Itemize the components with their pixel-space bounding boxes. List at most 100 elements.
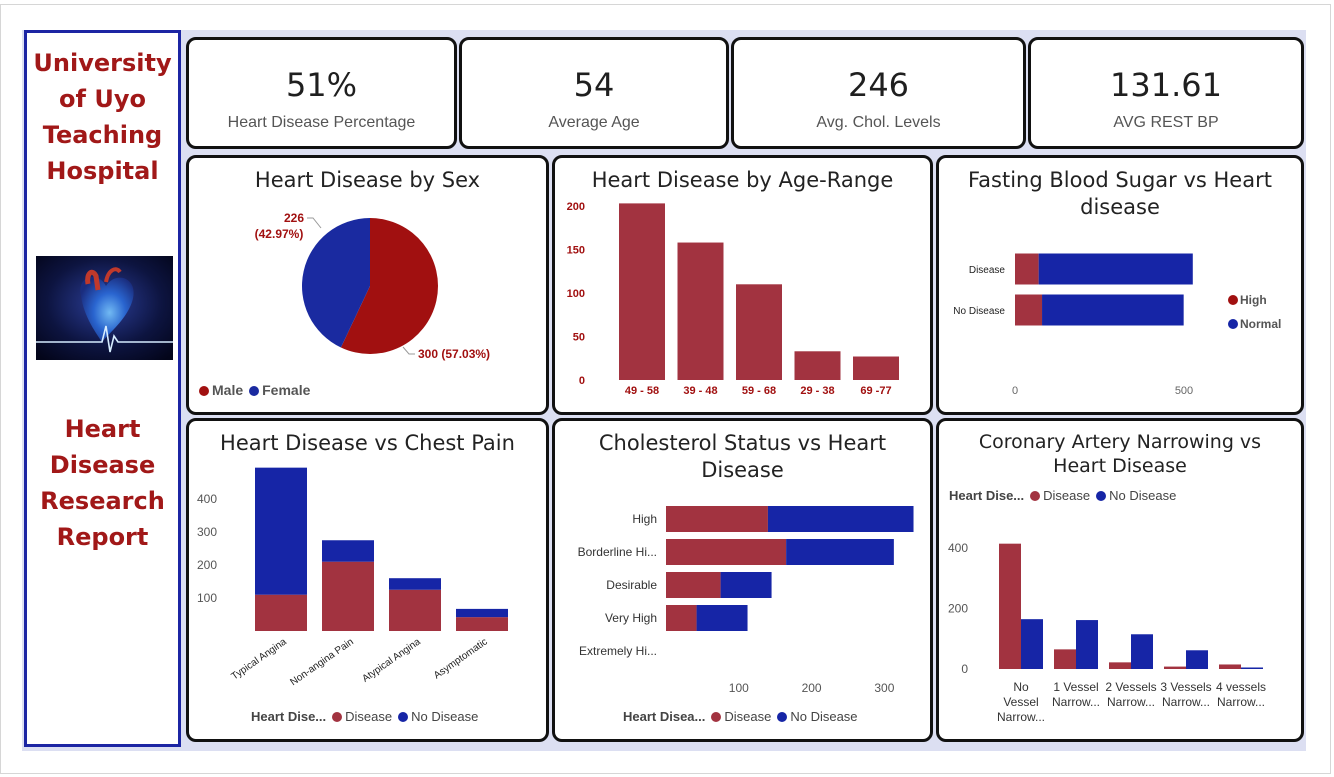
report-title-line: Research xyxy=(40,487,165,515)
bar xyxy=(794,351,841,380)
y-tick-label: 0 xyxy=(961,662,968,676)
kpi-card-heart-disease-pct: 51% Heart Disease Percentage xyxy=(186,37,457,149)
legend-label: No Disease xyxy=(790,709,858,724)
bar-segment xyxy=(696,605,748,631)
bar xyxy=(1131,634,1153,669)
hospital-title-line: Teaching xyxy=(42,121,163,149)
legend-label: Normal xyxy=(1240,317,1281,331)
bar-segment xyxy=(456,617,508,631)
legend-dot-no-disease xyxy=(1096,491,1107,501)
hbar-chart: Disease No Disease 0 500 High Normal xyxy=(953,253,1281,397)
legend-label: High xyxy=(1240,293,1267,307)
bar-segment xyxy=(1015,294,1043,326)
y-tick-label: Borderline Hi... xyxy=(578,545,657,559)
y-tick-label: 0 xyxy=(579,375,585,387)
legend-title: Heart Dise... xyxy=(251,709,327,724)
bar-segment xyxy=(666,572,721,598)
kpi-value: 131.61 xyxy=(1110,66,1222,104)
legend-dot-disease xyxy=(1030,491,1041,501)
bar xyxy=(999,543,1021,669)
report-title: Heart Disease Research Report xyxy=(27,411,178,555)
legend-dot-female xyxy=(249,386,260,396)
x-tick-label: 2 Vessels xyxy=(1105,680,1156,694)
kpi-card-avg-chol: 246 Avg. Chol. Levels xyxy=(731,37,1026,149)
report-title-line: Disease xyxy=(49,451,156,479)
y-tick-label: 100 xyxy=(567,288,585,300)
x-tick-label: 200 xyxy=(802,681,822,695)
x-tick-label: 49 - 58 xyxy=(625,385,659,397)
bar-segment xyxy=(720,572,772,598)
y-tick-label: Desirable xyxy=(606,578,657,592)
y-tick-label: Extremely Hi... xyxy=(579,644,657,658)
kpi-value: 51% xyxy=(285,66,358,104)
legend-dot-no-disease xyxy=(777,712,788,722)
bar-segment xyxy=(389,578,441,590)
report-title-line: Report xyxy=(56,523,149,551)
x-tick-label: Narrow... xyxy=(1162,695,1210,709)
y-tick-label: High xyxy=(632,512,657,526)
kpi-value: 246 xyxy=(847,66,910,104)
bar xyxy=(619,203,665,380)
chart-title: Fasting Blood Sugar vs Heart disease xyxy=(968,168,1272,219)
kpi-label: AVG REST BP xyxy=(1113,114,1219,131)
y-tick-label: 100 xyxy=(197,591,217,605)
bar xyxy=(1021,619,1043,669)
kpi-card-average-age: 54 Average Age xyxy=(459,37,729,149)
bar-segment xyxy=(1042,294,1184,326)
legend-label: No Disease xyxy=(411,709,479,724)
legend-label: Disease xyxy=(345,709,393,724)
x-tick-label: No xyxy=(1013,680,1029,694)
bar xyxy=(853,356,899,380)
x-tick-label: 300 xyxy=(874,681,894,695)
hospital-title-line: Hospital xyxy=(46,157,159,185)
report-title-line: Heart xyxy=(64,415,141,443)
legend-dot-disease xyxy=(711,712,722,722)
x-tick-label: 1 Vessel xyxy=(1053,680,1098,694)
bar-segment xyxy=(255,594,307,631)
chart-legend: Heart Dise... Disease No Disease xyxy=(251,709,478,724)
y-tick-label: 200 xyxy=(197,558,217,572)
hospital-title-line: of Uyo xyxy=(59,85,146,113)
hospital-title: University of Uyo Teaching Hospital xyxy=(27,45,178,189)
chart-legend: Heart Dise... Disease No Disease xyxy=(949,488,1176,503)
x-tick-label: Typical Angina xyxy=(230,636,289,682)
bar xyxy=(1241,667,1263,669)
kpi-value: 54 xyxy=(573,66,615,104)
bar-segment xyxy=(666,539,787,565)
x-tick-label: 59 - 68 xyxy=(742,385,776,397)
legend-label: Female xyxy=(262,382,311,398)
hospital-title-line: University xyxy=(33,49,172,77)
bar-segment xyxy=(322,561,374,631)
bar-chart: 0 50 100 150 200 49 - 58 39 - 48 59 - 68 29 - 38… xyxy=(567,201,899,397)
chart-title: Heart Disease vs Chest Pain xyxy=(220,431,515,455)
chart-card-age-range: Heart Disease by Age-Range 0 50 100 150 200 4… xyxy=(552,155,933,415)
bar-segment xyxy=(255,467,307,595)
legend-label: No Disease xyxy=(1109,488,1177,503)
leader-line xyxy=(307,217,322,229)
x-tick-label: Vessel xyxy=(1003,695,1038,709)
bar xyxy=(1164,666,1186,669)
bar xyxy=(1219,664,1241,669)
legend-label: Disease xyxy=(724,709,772,724)
y-tick-label: Very High xyxy=(605,611,657,625)
x-tick-label: 100 xyxy=(729,681,749,695)
x-tick-label: Narrow... xyxy=(1107,695,1155,709)
bar-segment xyxy=(767,506,914,532)
bar xyxy=(1186,650,1208,669)
kpi-label: Heart Disease Percentage xyxy=(227,114,416,131)
pie-slice-male xyxy=(340,218,438,354)
data-label: 226 xyxy=(284,211,304,225)
y-tick-label: Disease xyxy=(969,265,1006,276)
y-tick-label: 400 xyxy=(948,541,968,555)
data-label: (42.97%) xyxy=(255,227,304,241)
bar xyxy=(677,242,724,380)
x-tick-label: Non-angina Pain xyxy=(288,636,355,688)
chart-card-cholesterol: Cholesterol Status vs Heart Disease High… xyxy=(552,418,933,742)
sidebar: University of Uyo Teaching Hospital Hear… xyxy=(24,30,181,747)
bar-segment xyxy=(786,539,894,565)
bar xyxy=(1109,662,1131,669)
legend-label: Disease xyxy=(1043,488,1091,503)
stacked-hbar-chart: High Borderline Hi... Desirable Very High Ex… xyxy=(578,506,914,695)
legend-dot-male xyxy=(199,386,209,396)
